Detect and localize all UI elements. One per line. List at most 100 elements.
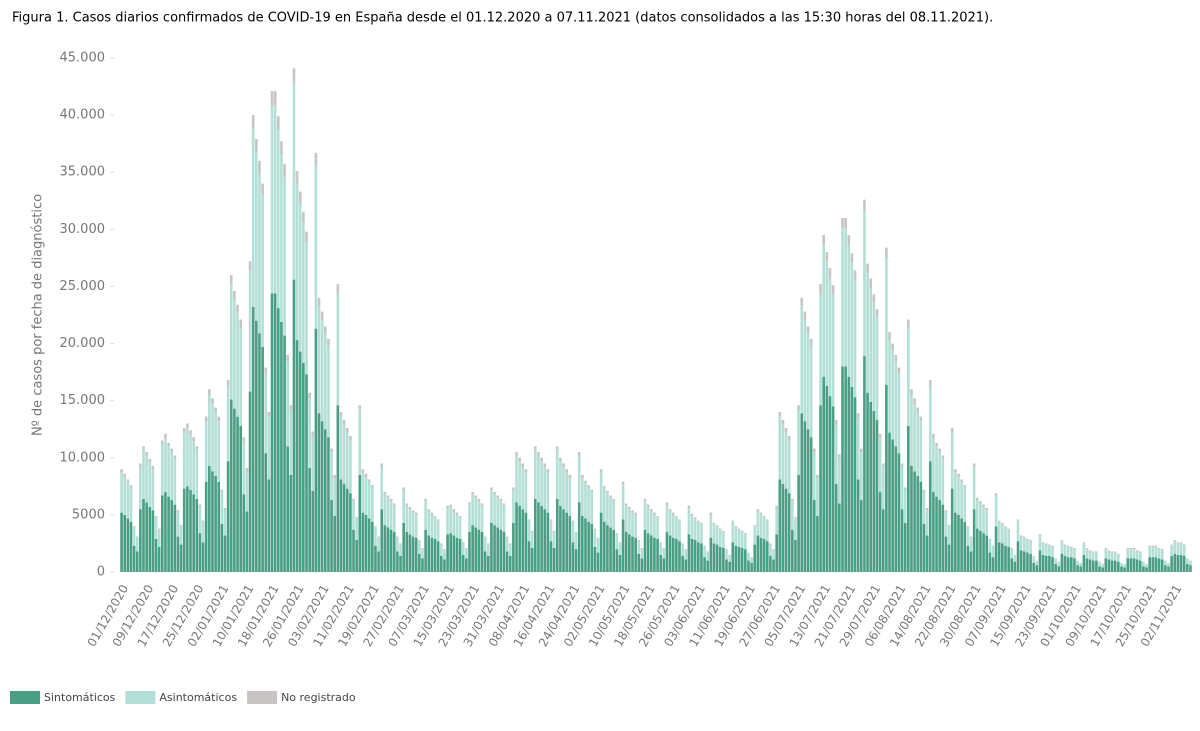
bar-segment bbox=[521, 509, 525, 572]
bar-segment bbox=[640, 558, 644, 572]
bar-segment bbox=[1019, 550, 1023, 572]
bar-segment bbox=[286, 361, 290, 447]
bar-segment bbox=[1057, 566, 1061, 572]
bar-segment bbox=[552, 530, 556, 533]
bar-segment bbox=[383, 494, 387, 526]
bar-segment bbox=[819, 405, 822, 572]
bar-segment bbox=[123, 473, 127, 478]
bar-segment bbox=[885, 384, 888, 572]
bar-segment bbox=[160, 495, 164, 572]
bar-segment bbox=[859, 448, 863, 453]
bar-segment bbox=[251, 115, 255, 129]
bar-segment bbox=[305, 231, 308, 242]
bar-segment bbox=[907, 327, 910, 426]
bar-segment bbox=[361, 472, 365, 513]
bar-segment bbox=[496, 527, 500, 572]
bar-segment bbox=[834, 420, 838, 425]
bar-segment bbox=[1154, 557, 1158, 572]
bar-segment bbox=[888, 338, 891, 433]
bar-segment bbox=[671, 514, 675, 538]
bar-segment bbox=[248, 391, 252, 572]
bar-segment bbox=[703, 545, 706, 547]
bar-segment bbox=[505, 551, 509, 572]
bar-segment bbox=[248, 261, 252, 271]
bar-segment bbox=[571, 542, 575, 572]
bar-segment bbox=[800, 297, 804, 306]
bar-segment bbox=[960, 481, 963, 519]
bar-segment bbox=[192, 494, 195, 572]
y-tick-label: 20.000 bbox=[60, 336, 106, 351]
bar-segment bbox=[258, 173, 261, 334]
bar-segment bbox=[1066, 546, 1070, 558]
bar-segment bbox=[1129, 549, 1133, 559]
bar-segment bbox=[910, 465, 913, 572]
bar-segment bbox=[725, 549, 728, 551]
bar-segment bbox=[828, 277, 832, 397]
bar-segment bbox=[828, 396, 832, 572]
bar-segment bbox=[1022, 537, 1026, 552]
bar-segment bbox=[693, 540, 697, 572]
y-tick-label: 40.000 bbox=[60, 108, 106, 123]
bar-segment bbox=[831, 294, 835, 407]
bar-segment bbox=[201, 520, 205, 522]
bar-segment bbox=[806, 326, 810, 334]
bar-segment bbox=[258, 333, 261, 572]
bar-segment bbox=[577, 452, 581, 456]
bar-segment bbox=[1142, 566, 1145, 572]
bar-segment bbox=[778, 479, 782, 572]
bar-segment bbox=[684, 550, 688, 560]
bar-segment bbox=[568, 478, 572, 517]
bar-segment bbox=[1038, 535, 1042, 551]
bar-segment bbox=[728, 561, 731, 572]
bar-segment bbox=[408, 534, 412, 572]
bar-segment bbox=[693, 518, 697, 541]
bar-segment bbox=[1135, 550, 1139, 552]
bar-segment bbox=[649, 511, 653, 536]
bar-segment bbox=[389, 498, 393, 502]
bar-segment bbox=[587, 485, 590, 488]
bar-segment bbox=[838, 454, 841, 458]
bar-segment bbox=[656, 516, 659, 518]
bar-segment bbox=[919, 481, 923, 572]
bar-segment bbox=[339, 416, 343, 480]
bar-segment bbox=[455, 512, 459, 515]
bar-segment bbox=[424, 529, 427, 572]
bar-segment bbox=[825, 385, 829, 572]
bar-segment bbox=[292, 68, 296, 84]
bar-segment bbox=[164, 438, 167, 493]
bar-segment bbox=[292, 83, 296, 280]
bar-segment bbox=[859, 452, 863, 501]
bar-segment bbox=[211, 404, 214, 472]
bar-segment bbox=[1066, 545, 1070, 547]
bar-segment bbox=[1173, 553, 1177, 572]
bar-segment bbox=[875, 420, 879, 572]
bar-segment bbox=[969, 536, 973, 538]
bar-segment bbox=[568, 474, 572, 479]
bar-segment bbox=[336, 284, 340, 294]
bar-segment bbox=[336, 293, 340, 406]
bar-segment bbox=[524, 472, 528, 513]
bar-segment bbox=[762, 517, 766, 539]
bar-segment bbox=[928, 385, 932, 462]
bar-segment bbox=[396, 537, 399, 552]
bar-segment bbox=[606, 490, 609, 494]
bar-segment bbox=[524, 512, 528, 572]
bar-segment bbox=[637, 541, 641, 554]
bar-segment bbox=[834, 484, 838, 572]
bar-segment bbox=[273, 105, 277, 294]
bar-segment bbox=[555, 498, 559, 572]
bar-segment bbox=[1160, 550, 1164, 560]
bar-segment bbox=[430, 512, 434, 515]
bar-segment bbox=[424, 498, 427, 502]
bar-segment bbox=[1157, 549, 1161, 559]
bar-segment bbox=[170, 448, 174, 453]
bar-segment bbox=[944, 536, 948, 572]
bar-segment bbox=[345, 428, 349, 433]
bar-segment bbox=[530, 530, 534, 533]
bar-segment bbox=[762, 516, 766, 518]
bar-segment bbox=[734, 545, 738, 572]
bar-segment bbox=[618, 554, 622, 572]
bar-segment bbox=[342, 420, 346, 425]
bar-segment bbox=[628, 509, 631, 535]
bar-segment bbox=[314, 165, 318, 329]
